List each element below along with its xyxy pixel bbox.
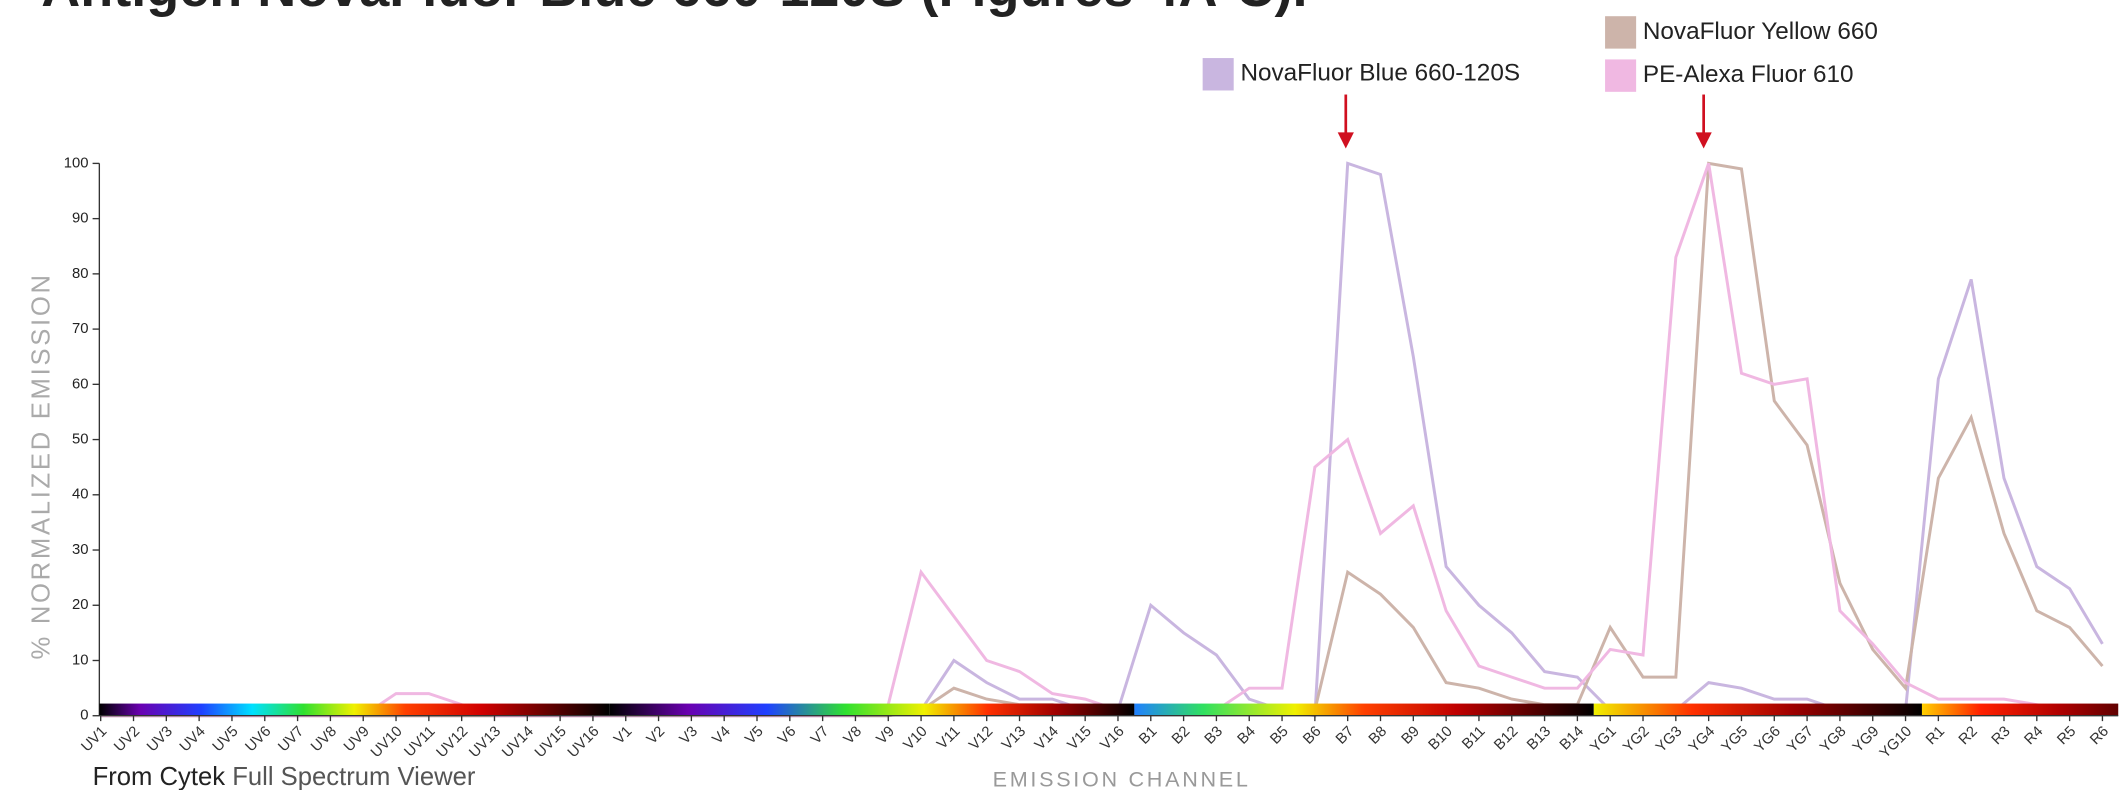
x-tick-label: R5 <box>2055 724 2080 749</box>
x-tick-label: V7 <box>808 724 832 748</box>
x-tick-label: B7 <box>1333 724 1357 748</box>
y-tick-label: 80 <box>72 266 89 282</box>
x-tick-label: V8 <box>841 724 865 748</box>
x-tick-label: R3 <box>1989 724 2014 749</box>
x-tick-label: UV13 <box>467 724 505 762</box>
channel-color-bar <box>609 703 1135 716</box>
x-tick-label: UV11 <box>402 724 439 761</box>
x-tick-label: V3 <box>677 724 701 748</box>
channel-color-bar <box>1593 703 1922 716</box>
x-tick-label: R4 <box>2022 724 2047 749</box>
x-tick-label: UV4 <box>177 724 209 756</box>
x-tick-label: UV15 <box>532 724 570 762</box>
legend-label: NovaFluor Yellow 660 <box>1643 18 1878 45</box>
x-tick-label: B5 <box>1268 724 1292 748</box>
x-tick-label: UV1 <box>79 724 111 756</box>
x-tick-label: YG6 <box>1752 724 1784 756</box>
x-tick-label: YG10 <box>1877 724 1915 762</box>
x-tick-label: YG1 <box>1588 724 1620 756</box>
y-tick-label: 50 <box>72 431 89 447</box>
x-tick-label: V13 <box>999 724 1029 754</box>
x-tick-label: B11 <box>1459 724 1488 753</box>
y-tick-label: 10 <box>72 652 89 668</box>
y-axis-title: % NORMALIZED EMISSION <box>27 272 55 659</box>
x-tick-label: UV16 <box>565 724 603 762</box>
x-tick-label: YG4 <box>1686 724 1718 756</box>
chart-title: Antigen NovaFluor Blue 660-120S (Figures… <box>41 0 1307 18</box>
y-tick-label: 0 <box>80 708 88 724</box>
caption-link[interactable]: Full Spectrum Viewer <box>232 763 476 791</box>
x-tick-label: UV10 <box>368 724 406 762</box>
caption: From Cytek Full Spectrum Viewer <box>93 763 476 790</box>
x-tick-label: YG2 <box>1620 724 1652 756</box>
y-tick-label: 100 <box>64 155 89 171</box>
x-tick-label: UV2 <box>111 724 143 756</box>
x-tick-label: UV3 <box>144 724 176 756</box>
channel-color-bar <box>99 703 610 716</box>
x-tick-label: UV6 <box>243 724 275 756</box>
x-tick-label: B3 <box>1202 724 1226 748</box>
x-tick-label: V15 <box>1065 724 1095 754</box>
y-tick-label: 60 <box>72 376 89 392</box>
x-tick-label: R2 <box>1956 724 1981 749</box>
x-tick-label: V16 <box>1098 724 1128 754</box>
x-tick-label: UV8 <box>308 724 340 756</box>
x-tick-label: B12 <box>1491 724 1521 754</box>
x-tick-label: B14 <box>1557 724 1587 754</box>
x-tick-label: YG7 <box>1784 724 1816 756</box>
x-tick-label: V9 <box>874 724 898 748</box>
x-tick-label: UV7 <box>275 724 307 756</box>
y-tick-label: 40 <box>72 487 89 503</box>
x-tick-label: V5 <box>743 724 767 748</box>
x-tick-label: R6 <box>2087 724 2112 749</box>
x-tick-label: V11 <box>934 724 963 753</box>
x-tick-label: YG8 <box>1817 724 1849 756</box>
y-tick-label: 30 <box>72 542 89 558</box>
x-tick-label: B9 <box>1399 724 1423 748</box>
y-tick-label: 90 <box>72 211 89 227</box>
x-tick-label: V1 <box>611 724 635 748</box>
x-tick-label: V10 <box>901 724 931 754</box>
series-line <box>100 161 2104 718</box>
x-tick-label: R1 <box>1923 724 1948 749</box>
x-tick-label: V6 <box>775 724 799 748</box>
channel-color-bar <box>1134 703 1594 716</box>
x-tick-label: UV12 <box>434 724 472 762</box>
legend-swatch <box>1202 58 1234 91</box>
x-tick-label: B1 <box>1136 724 1160 748</box>
x-tick-label: V4 <box>710 724 734 748</box>
x-tick-label: YG5 <box>1719 724 1751 756</box>
x-tick-label: V12 <box>966 724 996 754</box>
caption-text: From Cytek <box>93 763 226 790</box>
x-tick-label: B2 <box>1169 724 1193 748</box>
x-tick-label: B6 <box>1300 724 1324 748</box>
x-axis-title: EMISSION CHANNEL <box>993 766 1251 790</box>
x-tick-label: YG3 <box>1653 724 1685 756</box>
x-tick-label: B13 <box>1524 724 1554 754</box>
x-tick-label: V14 <box>1032 724 1062 754</box>
legend-label: PE-Alexa Fluor 610 <box>1643 61 1854 88</box>
y-tick-label: 70 <box>72 321 89 337</box>
x-tick-label: B10 <box>1426 724 1456 754</box>
legend-swatch <box>1605 59 1637 92</box>
legend-label: NovaFluor Blue 660-120S <box>1240 60 1520 87</box>
channel-color-bar <box>1921 703 2119 716</box>
x-tick-label: UV14 <box>499 724 537 762</box>
x-tick-label: B4 <box>1235 724 1259 748</box>
x-tick-label: B8 <box>1366 724 1390 748</box>
arrows <box>1337 94 1712 149</box>
x-tick-label: V2 <box>644 724 668 748</box>
legend-swatch <box>1605 16 1637 49</box>
y-tick-label: 20 <box>72 597 89 613</box>
x-tick-label: UV5 <box>210 724 242 756</box>
